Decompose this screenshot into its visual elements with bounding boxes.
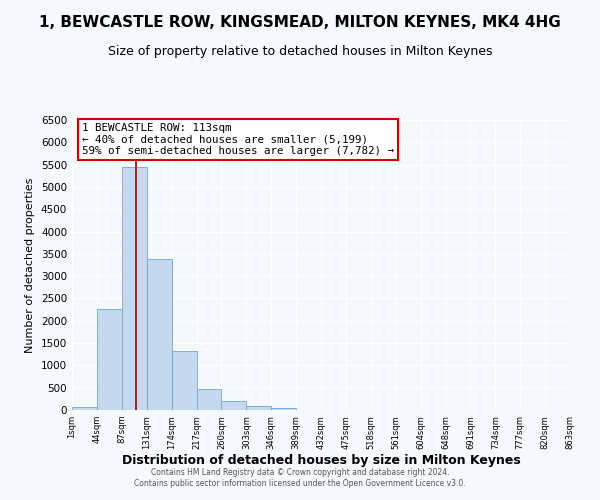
- X-axis label: Distribution of detached houses by size in Milton Keynes: Distribution of detached houses by size …: [122, 454, 520, 468]
- Text: Size of property relative to detached houses in Milton Keynes: Size of property relative to detached ho…: [108, 45, 492, 58]
- Text: 1, BEWCASTLE ROW, KINGSMEAD, MILTON KEYNES, MK4 4HG: 1, BEWCASTLE ROW, KINGSMEAD, MILTON KEYN…: [39, 15, 561, 30]
- Bar: [271, 408, 296, 410]
- Bar: [146, 260, 172, 410]
- Bar: [97, 308, 122, 410]
- Bar: [72, 406, 97, 410]
- Bar: [221, 401, 247, 410]
- Text: 1 BEWCASTLE ROW: 113sqm
← 40% of detached houses are smaller (5,199)
59% of semi: 1 BEWCASTLE ROW: 113sqm ← 40% of detache…: [82, 123, 394, 156]
- Bar: [247, 406, 271, 410]
- Y-axis label: Number of detached properties: Number of detached properties: [25, 178, 35, 352]
- Text: Contains HM Land Registry data © Crown copyright and database right 2024.
Contai: Contains HM Land Registry data © Crown c…: [134, 468, 466, 487]
- Bar: [122, 167, 147, 410]
- Bar: [197, 389, 221, 410]
- Bar: [172, 351, 197, 410]
